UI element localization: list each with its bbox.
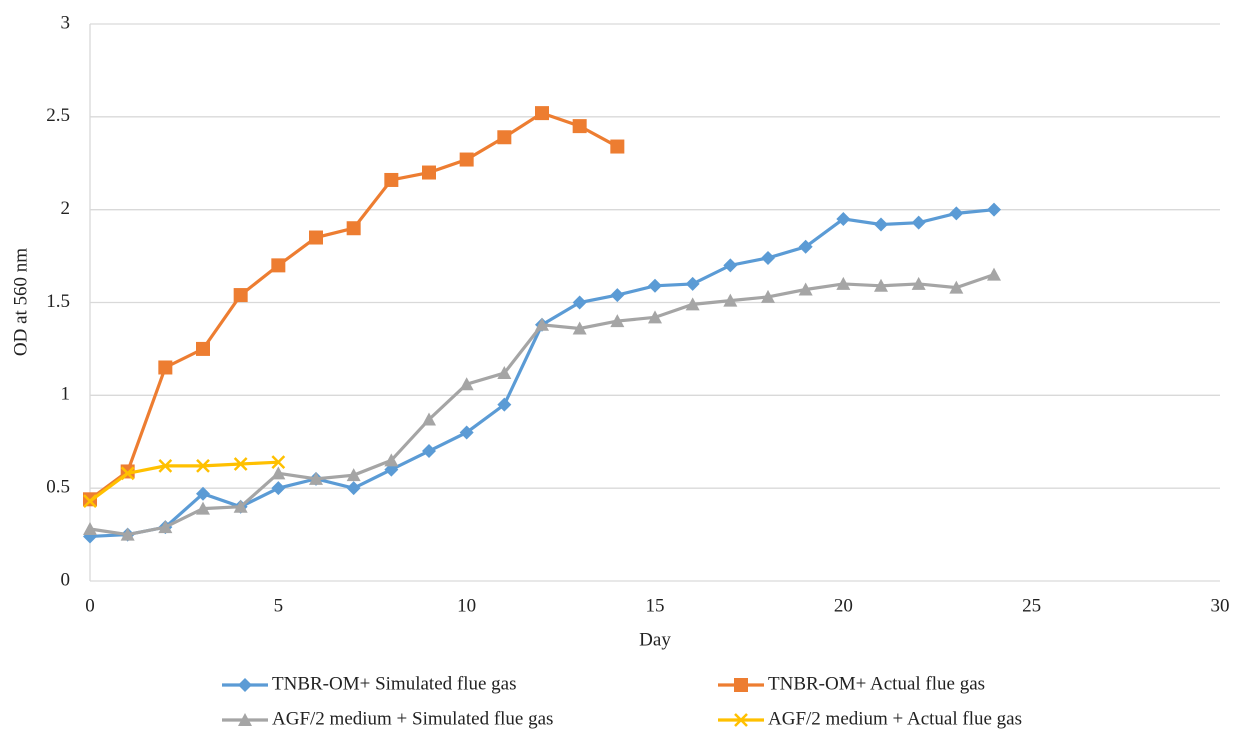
marker <box>309 230 323 245</box>
legend-label: AGF/2 medium + Simulated flue gas <box>272 708 553 729</box>
marker <box>158 520 173 534</box>
marker <box>196 501 210 515</box>
marker <box>233 288 248 303</box>
marker <box>497 366 512 380</box>
marker <box>572 321 587 335</box>
marker <box>196 341 210 356</box>
marker <box>798 239 813 254</box>
marker <box>271 258 286 273</box>
marker <box>120 527 135 541</box>
legend-marker <box>734 713 748 727</box>
marker <box>761 250 775 265</box>
marker <box>685 297 700 311</box>
marker <box>836 211 851 226</box>
x-tick-label: 10 <box>457 595 476 616</box>
x-tick-label: 15 <box>646 595 665 616</box>
y-tick-label: 1.5 <box>46 291 70 312</box>
legend-marker <box>238 713 252 726</box>
x-tick-label: 30 <box>1211 595 1230 616</box>
marker <box>158 360 173 375</box>
marker <box>949 280 964 294</box>
marker <box>422 165 436 180</box>
marker <box>761 289 775 303</box>
marker <box>610 288 625 303</box>
marker <box>459 377 474 391</box>
marker <box>987 202 1001 217</box>
y-tick-label: 2.5 <box>46 105 70 126</box>
marker <box>158 459 173 473</box>
marker <box>723 293 738 307</box>
marker <box>459 152 474 167</box>
x-tick-label: 0 <box>85 595 95 616</box>
marker <box>685 276 700 291</box>
marker <box>798 282 813 296</box>
marker <box>723 258 738 273</box>
marker <box>535 317 549 331</box>
marker <box>648 278 662 293</box>
series-line <box>89 460 279 503</box>
y-tick-label: 3 <box>61 12 71 33</box>
marker <box>271 481 286 496</box>
legend-label: TNBR-OM+ Actual flue gas <box>768 673 985 694</box>
series-line <box>89 273 995 537</box>
marker <box>196 459 210 473</box>
marker <box>271 455 286 470</box>
marker <box>120 466 135 481</box>
marker <box>949 206 964 221</box>
marker <box>346 468 361 482</box>
marker <box>309 471 323 485</box>
x-axis-label: Day <box>639 629 671 650</box>
x-tick-label: 20 <box>834 595 853 616</box>
marker <box>987 267 1001 281</box>
marker <box>572 295 587 310</box>
marker <box>422 444 436 459</box>
y-axis-label: OD at 560 nm <box>10 248 31 356</box>
y-tick-label: 1 <box>61 384 71 405</box>
marker <box>271 466 286 480</box>
marker <box>422 412 436 426</box>
legend-marker <box>734 678 748 692</box>
marker <box>497 130 512 145</box>
marker <box>459 425 474 440</box>
marker <box>572 119 587 134</box>
marker <box>196 486 210 501</box>
marker <box>610 139 625 154</box>
marker <box>346 481 361 496</box>
legend-label: TNBR-OM+ Simulated flue gas <box>272 673 517 694</box>
marker <box>874 217 888 232</box>
y-tick-label: 0.5 <box>46 477 70 498</box>
series-line <box>89 208 995 539</box>
x-tick-label: 5 <box>274 595 284 616</box>
marker <box>384 172 399 187</box>
series-line <box>89 111 619 501</box>
marker <box>648 310 662 324</box>
marker <box>610 314 625 328</box>
marker <box>233 499 248 513</box>
marker <box>83 494 97 509</box>
y-tick-label: 2 <box>61 198 71 219</box>
marker <box>911 276 926 290</box>
y-tick-label: 0 <box>61 569 71 590</box>
marker <box>346 221 361 236</box>
x-tick-label: 25 <box>1022 595 1041 616</box>
legend-label: AGF/2 medium + Actual flue gas <box>768 708 1022 729</box>
marker <box>836 276 851 290</box>
marker <box>535 106 549 121</box>
marker <box>83 522 97 536</box>
marker <box>874 278 888 292</box>
marker <box>384 453 399 467</box>
marker <box>497 397 512 412</box>
legend-marker <box>238 678 252 692</box>
marker <box>911 215 926 230</box>
marker <box>233 457 248 471</box>
